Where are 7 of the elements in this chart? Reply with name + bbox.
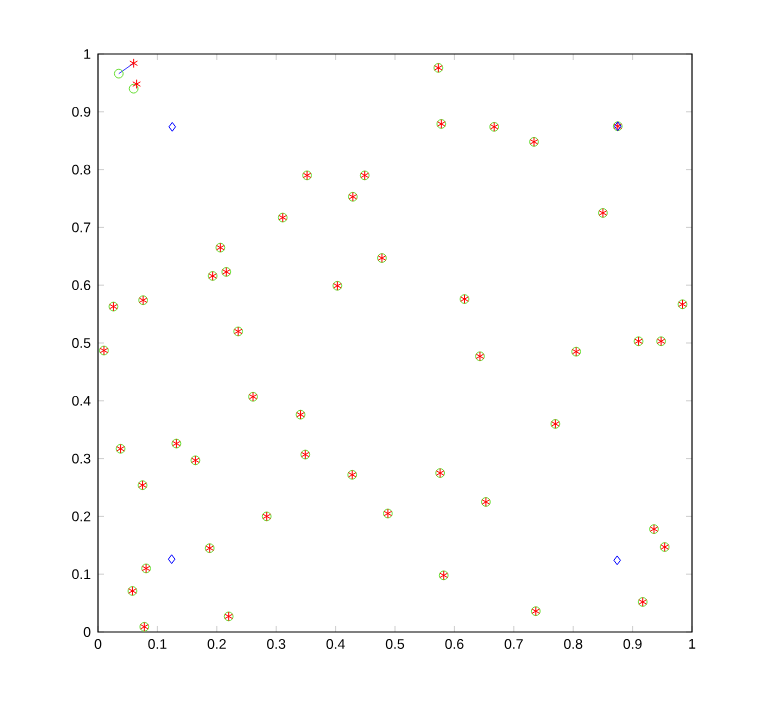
point	[167, 554, 176, 565]
point	[113, 68, 124, 79]
point	[168, 121, 177, 132]
point	[128, 83, 139, 94]
point	[613, 555, 621, 566]
point	[132, 79, 141, 89]
point	[129, 58, 138, 69]
